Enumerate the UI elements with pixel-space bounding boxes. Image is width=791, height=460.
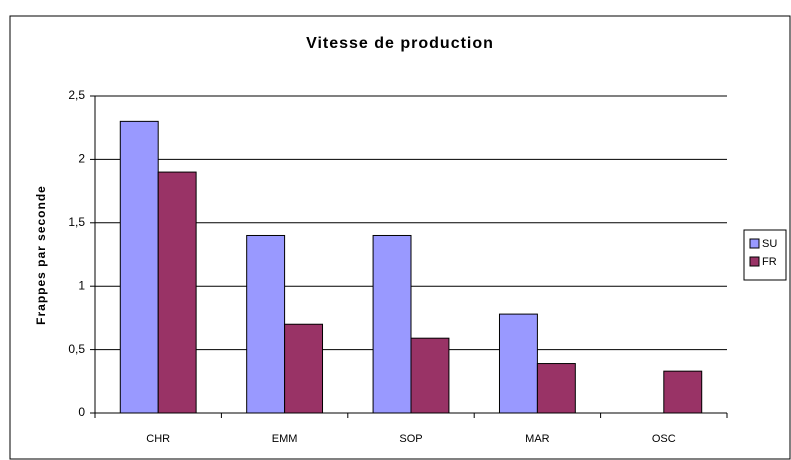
bar [246, 234, 286, 414]
y-tick-label: 2 [78, 152, 85, 166]
y-tick-label: 1 [78, 278, 85, 292]
x-tick-label: OSC [652, 433, 676, 445]
bar [663, 370, 703, 414]
bar [119, 120, 159, 414]
legend-label: SU [762, 238, 777, 250]
bar [410, 337, 450, 414]
x-tick-label: EMM [272, 433, 298, 445]
legend-label: FR [762, 256, 777, 268]
x-tick-label: SOP [399, 433, 422, 445]
x-tick-label: MAR [525, 433, 550, 445]
y-tick-label: 0 [78, 405, 85, 419]
bar [157, 171, 197, 414]
y-tick-label: 2,5 [68, 88, 85, 102]
y-axis-label: Frappes par seconde [34, 185, 48, 325]
bar [284, 323, 324, 414]
x-tick-label: CHR [146, 433, 170, 445]
legend-box [743, 229, 787, 281]
chart-title: Vitesse de production [306, 35, 494, 52]
bar [498, 313, 538, 414]
bar [372, 234, 412, 414]
legend-swatch [749, 238, 760, 249]
legend-swatch [749, 256, 760, 267]
y-tick-label: 0,5 [68, 342, 85, 356]
bar [536, 363, 576, 414]
y-tick-label: 1,5 [68, 215, 85, 229]
